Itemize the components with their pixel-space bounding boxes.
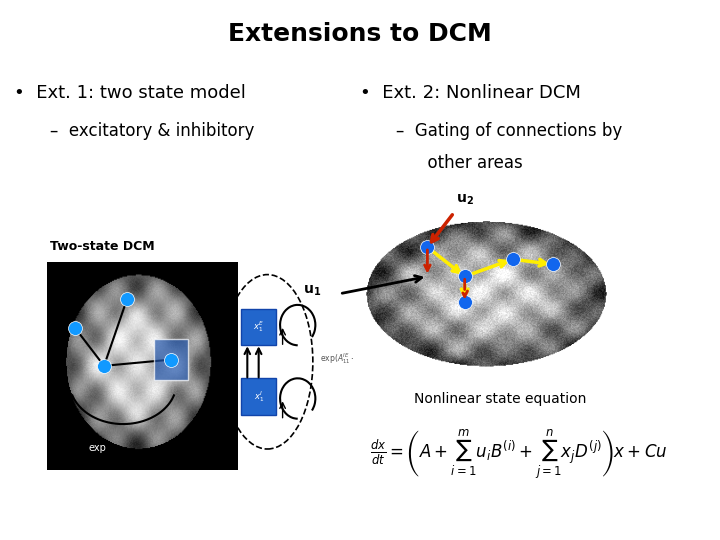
Text: Extensions to DCM: Extensions to DCM [228,22,492,45]
Text: –  Gating of connections by: – Gating of connections by [396,122,622,139]
Text: Nonlinear state equation: Nonlinear state equation [414,392,587,406]
FancyBboxPatch shape [241,379,276,415]
Text: $\mathbf{u_2}$: $\mathbf{u_2}$ [456,193,474,207]
Text: $\mathbf{u_1}$: $\mathbf{u_1}$ [302,283,321,298]
Text: –  excitatory & inhibitory: – excitatory & inhibitory [50,122,255,139]
Text: $\mathrm{exp}(A_{11}^{IE}+uB_{11}^{IE})$: $\mathrm{exp}(A_{11}^{IE}+uB_{11}^{IE})$ [320,350,380,366]
Text: other areas: other areas [396,154,523,172]
FancyBboxPatch shape [153,339,188,380]
Text: exp: exp [89,443,107,453]
FancyBboxPatch shape [241,308,276,345]
Text: $x_1^E$: $x_1^E$ [253,320,264,334]
Text: $x_1^I$: $x_1^I$ [253,389,264,404]
Text: Two-state DCM: Two-state DCM [50,240,155,253]
Text: $\frac{dx}{dt} = \left(A + \sum_{i=1}^{m} u_i B^{(i)} + \sum_{j=1}^{n} x_j D^{(j: $\frac{dx}{dt} = \left(A + \sum_{i=1}^{m… [369,428,667,481]
Text: •  Ext. 1: two state model: • Ext. 1: two state model [14,84,246,102]
Text: •  Ext. 2: Nonlinear DCM: • Ext. 2: Nonlinear DCM [360,84,581,102]
